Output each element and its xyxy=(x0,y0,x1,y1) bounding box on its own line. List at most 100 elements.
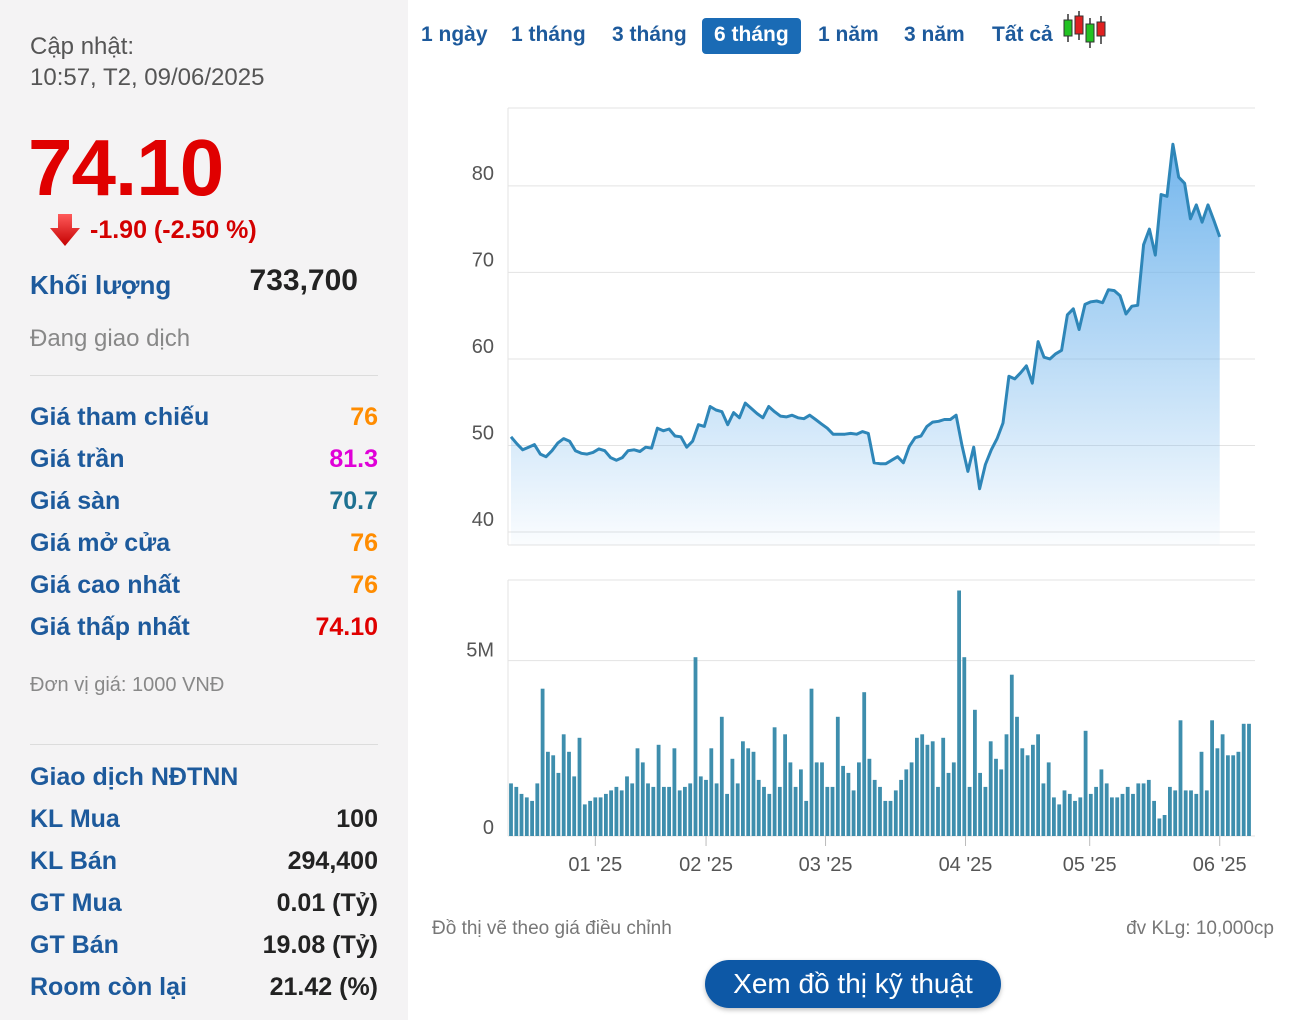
volume-bar xyxy=(646,783,650,836)
volume-bar xyxy=(1125,786,1130,836)
ceiling-price-value: 81.3 xyxy=(329,445,378,473)
volume-bar xyxy=(920,734,925,836)
volume-label: Khối lượng xyxy=(30,270,172,300)
volume-bar xyxy=(693,657,698,836)
volume-bar xyxy=(820,762,824,836)
volume-bar xyxy=(519,793,524,836)
floor-price-value: 70.7 xyxy=(329,487,378,515)
high-price-label: Giá cao nhất xyxy=(30,571,181,599)
volume-bar xyxy=(1031,744,1035,836)
volume-bar xyxy=(635,748,640,836)
volume-bar xyxy=(772,727,777,836)
foreign-room-value: 21.42 (%) xyxy=(269,973,378,1001)
foreign-sell-volume-value: 294,400 xyxy=(287,847,378,875)
volume-bar xyxy=(1088,793,1093,836)
volume-bar xyxy=(1178,720,1183,836)
volume-bar xyxy=(1073,800,1077,836)
volume-bar xyxy=(719,716,724,836)
volume-bar xyxy=(872,779,877,836)
volume-bar xyxy=(725,793,729,836)
volume-bar xyxy=(867,758,872,836)
price-line xyxy=(509,142,1222,491)
price-tick-label: 40 xyxy=(472,509,494,531)
price-tick-label: 70 xyxy=(472,249,494,271)
volume-bar xyxy=(735,783,740,836)
volume-bar xyxy=(946,772,951,836)
price-tick-label: 80 xyxy=(472,163,494,185)
volume-bar xyxy=(814,762,819,836)
volume-bar xyxy=(1141,783,1146,836)
volume-bar xyxy=(1168,786,1172,836)
volume-bar xyxy=(809,688,814,836)
volume-bar xyxy=(1236,751,1241,836)
volume-bar xyxy=(1104,783,1109,836)
stock-info-panel: Cập nhật: 10:57, T2, 09/06/2025 74.10 -1… xyxy=(0,0,408,1020)
open-price-label: Giá mở cửa xyxy=(30,529,171,557)
volume-bar xyxy=(551,755,556,836)
floor-price-label: Giá sàn xyxy=(30,487,121,515)
foreign-sell-volume-label: KL Bán xyxy=(30,847,118,875)
volume-bar xyxy=(835,716,840,836)
volume-bar xyxy=(756,779,761,836)
volume-bar xyxy=(604,793,608,836)
volume-bar xyxy=(1120,793,1125,836)
volume-bar xyxy=(1157,818,1162,836)
tab-all[interactable]: Tất cả xyxy=(992,23,1053,46)
tab-1-day[interactable]: 1 ngày xyxy=(421,23,488,46)
volume-bar xyxy=(672,748,677,836)
tab-1-year[interactable]: 1 năm xyxy=(818,23,879,46)
volume-bar xyxy=(925,744,930,836)
volume-bar xyxy=(1083,730,1088,836)
volume-bar xyxy=(1067,793,1072,836)
volume-bar xyxy=(1009,674,1014,836)
volume-bar xyxy=(593,797,598,836)
tab-3-years[interactable]: 3 năm xyxy=(904,23,965,46)
tab-6-months[interactable]: 6 tháng xyxy=(702,18,801,54)
volume-bar xyxy=(978,772,982,836)
volume-bar xyxy=(1094,786,1098,836)
volume-bar xyxy=(1041,783,1046,836)
foreign-trading-title: Giao dịch NĐTNN xyxy=(30,763,239,791)
volume-bar xyxy=(830,786,835,836)
volume-bar xyxy=(1173,790,1178,836)
open-price-value: 76 xyxy=(350,529,378,557)
candlestick-chart-icon[interactable] xyxy=(1062,10,1108,50)
volume-bar xyxy=(630,783,635,836)
volume-bar xyxy=(862,692,867,836)
volume-bar xyxy=(509,783,513,836)
volume-bar xyxy=(561,734,566,836)
volume-bar xyxy=(530,800,534,836)
volume-bar xyxy=(751,751,756,836)
volume-bar xyxy=(683,786,687,836)
volume-bar xyxy=(709,748,714,836)
volume-bar xyxy=(1162,815,1167,836)
volume-bar xyxy=(1215,748,1220,836)
volume-bar xyxy=(962,657,967,836)
volume-bar xyxy=(640,762,645,836)
price-area xyxy=(511,144,1220,546)
x-tick-label: 01 '25 xyxy=(568,854,622,876)
tab-3-months[interactable]: 3 tháng xyxy=(612,23,687,46)
volume-bar xyxy=(688,783,693,836)
volume-tick-label: 5M xyxy=(466,640,494,662)
volume-bar xyxy=(909,762,914,836)
volume-bar xyxy=(1136,783,1141,836)
volume-tick-label: 0 xyxy=(483,817,494,839)
price-unit-note: Đơn vị giá: 1000 VNĐ xyxy=(30,674,225,696)
technical-chart-button[interactable]: Xem đồ thị kỹ thuật xyxy=(705,960,1001,1008)
volume-bar xyxy=(973,709,977,836)
price-volume-chart: 40 50 60 70 80 0 5M 01 '25 02 '25 03 '25 04 '25 05 … xyxy=(466,107,1255,876)
volume-bar xyxy=(936,786,940,836)
tab-1-month[interactable]: 1 tháng xyxy=(511,23,586,46)
volume-bar xyxy=(556,772,561,836)
volume-bar xyxy=(651,786,656,836)
x-tick-label: 06 '25 xyxy=(1193,854,1247,876)
volume-bar xyxy=(667,786,671,836)
volume-bar xyxy=(625,776,629,836)
volume-bar xyxy=(983,786,988,836)
divider xyxy=(30,744,378,745)
volume-bar xyxy=(1025,755,1030,836)
volume-bar xyxy=(514,786,519,836)
volume-bar xyxy=(799,769,803,836)
volume-bar xyxy=(994,758,998,836)
